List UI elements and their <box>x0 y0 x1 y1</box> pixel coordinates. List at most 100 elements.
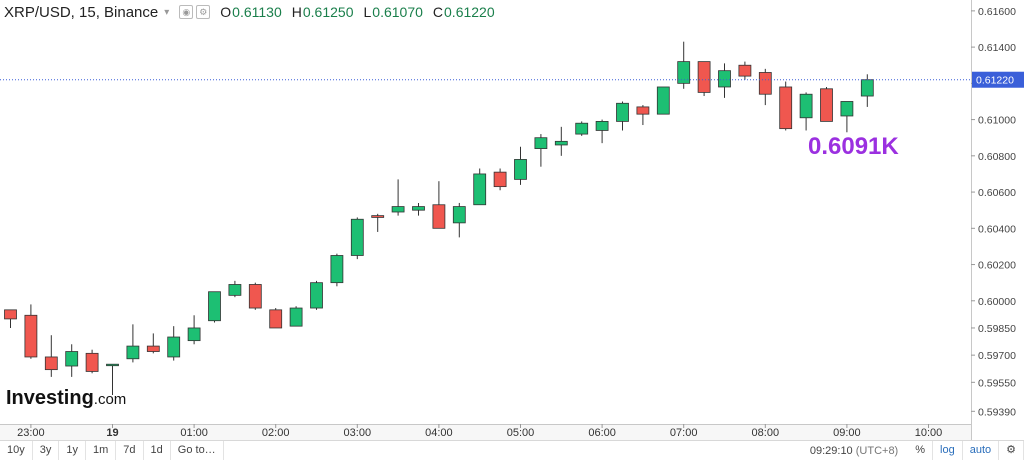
ohlc-high-value: 0.61250 <box>302 4 354 20</box>
y-tick-label: 0.59550 <box>978 377 1016 389</box>
price-annotation: 0.6091K <box>808 133 899 160</box>
candle-down <box>146 345 160 352</box>
candle-up <box>65 351 79 367</box>
candle-up <box>106 363 119 367</box>
candle-up <box>860 79 874 97</box>
candle-up <box>412 206 425 211</box>
plot-area <box>0 0 971 424</box>
candle-up <box>554 140 568 146</box>
range-1d-button[interactable]: 1d <box>144 441 171 460</box>
current-price-label: 0.61220 <box>976 75 1014 87</box>
candle-up <box>656 86 670 115</box>
candle-up <box>350 218 364 256</box>
bottom-toolbar: 10y 3y 1y 1m 7d 1d Go to… 09:29:10 (UTC+… <box>0 440 1024 460</box>
y-tick-label: 0.60200 <box>978 260 1016 272</box>
range-3y-button[interactable]: 3y <box>33 441 60 460</box>
header-icons: ◉ ⚙ <box>179 5 211 19</box>
candle-down <box>248 284 262 309</box>
candle-up <box>167 336 181 358</box>
investing-logo: Investing.com <box>6 387 126 409</box>
y-tick-label: 0.59700 <box>978 350 1016 362</box>
y-tick-label: 0.59390 <box>978 406 1016 418</box>
symbol-title[interactable]: XRP/USD, 15, Binance <box>4 3 159 21</box>
clock: 09:29:10 (UTC+8) <box>800 445 908 457</box>
candle-up <box>391 206 405 213</box>
candle-down <box>758 72 772 95</box>
y-tick-label: 0.61000 <box>978 115 1016 127</box>
candle-down <box>371 215 385 218</box>
candle-up <box>718 70 731 88</box>
y-tick-label: 0.60400 <box>978 223 1016 235</box>
candle-up <box>595 121 609 131</box>
eye-icon[interactable]: ◉ <box>179 5 194 19</box>
ohlc-close: C0.61220 <box>433 4 495 20</box>
ohlc-high-label: H <box>291 4 302 20</box>
candle-down <box>44 356 58 371</box>
candle-down <box>432 204 446 229</box>
x-tick-label: 19 <box>106 427 118 439</box>
candle-up <box>575 122 589 135</box>
candle-up <box>840 101 854 117</box>
x-tick-label: 23:00 <box>17 427 45 439</box>
x-axis-band <box>0 425 971 440</box>
candle-up <box>514 159 527 180</box>
candle-down <box>779 86 793 130</box>
candle-down <box>24 314 38 358</box>
candle-down <box>493 171 507 188</box>
logo-suffix: .com <box>94 391 127 408</box>
auto-toggle[interactable]: auto <box>963 441 1000 460</box>
candle-up <box>616 102 629 122</box>
settings-icon[interactable]: ⚙ <box>196 5 211 19</box>
goto-button[interactable]: Go to… <box>171 441 224 460</box>
chevron-down-icon[interactable]: ▾ <box>164 6 170 18</box>
ohlc-low-label: L <box>363 4 372 20</box>
range-1m-button[interactable]: 1m <box>86 441 117 460</box>
x-tick-label: 09:00 <box>833 427 861 439</box>
ohlc-open: O0.61130 <box>220 4 281 20</box>
candle-up <box>208 291 221 322</box>
candle-up <box>534 137 548 149</box>
gear-icon[interactable]: ⚙ <box>999 441 1024 460</box>
range-1y-button[interactable]: 1y <box>59 441 86 460</box>
x-tick-label: 01:00 <box>180 427 208 439</box>
chart-header: XRP/USD, 15, Binance ▾ ◉ ⚙ O0.61130 H0.6… <box>4 2 505 22</box>
y-tick-label: 0.60800 <box>978 151 1016 163</box>
candle-down <box>636 106 650 115</box>
candle-up <box>799 93 813 119</box>
ohlc-open-label: O <box>220 4 232 20</box>
candle-down <box>738 64 752 77</box>
current-price-badge <box>972 71 1024 88</box>
candle-up <box>187 327 201 342</box>
candle-up <box>228 284 242 296</box>
x-tick-label: 06:00 <box>588 427 616 439</box>
candle-up <box>677 61 691 84</box>
ohlc-high: H0.61250 <box>292 4 354 20</box>
y-tick-label: 0.59850 <box>978 323 1016 335</box>
range-7d-button[interactable]: 7d <box>116 441 144 460</box>
x-tick-label: 02:00 <box>262 427 290 439</box>
y-tick-label: 0.60600 <box>978 187 1016 199</box>
candlestick-chart[interactable]: 0.61600 0.61400 0.61220 0.61000 0.60800 0.606… <box>0 0 1024 440</box>
log-toggle[interactable]: log <box>933 441 963 460</box>
candle-up <box>289 307 303 327</box>
ohlc-open-value: 0.61130 <box>232 4 282 20</box>
range-10y-button[interactable]: 10y <box>0 441 33 460</box>
clock-time: 09:29:10 <box>809 444 853 457</box>
x-tick-label: 04:00 <box>425 427 453 439</box>
candle-down <box>4 309 17 320</box>
percent-toggle[interactable]: % <box>908 441 934 460</box>
x-tick-label: 05:00 <box>507 427 535 439</box>
candle-up <box>473 173 487 206</box>
clock-timezone: (UTC+8) <box>855 444 899 457</box>
ohlc-close-label: C <box>432 4 444 20</box>
candle-up <box>452 206 466 224</box>
candle-up <box>330 255 344 284</box>
ohlc-close-value: 0.61220 <box>444 4 495 20</box>
candle-up <box>126 345 140 360</box>
y-tick-label: 0.60000 <box>978 296 1016 308</box>
x-tick-label: 07:00 <box>670 427 698 439</box>
candle-down <box>697 61 711 93</box>
x-tick-label: 03:00 <box>344 427 372 439</box>
ohlc-low-value: 0.61070 <box>372 4 423 20</box>
